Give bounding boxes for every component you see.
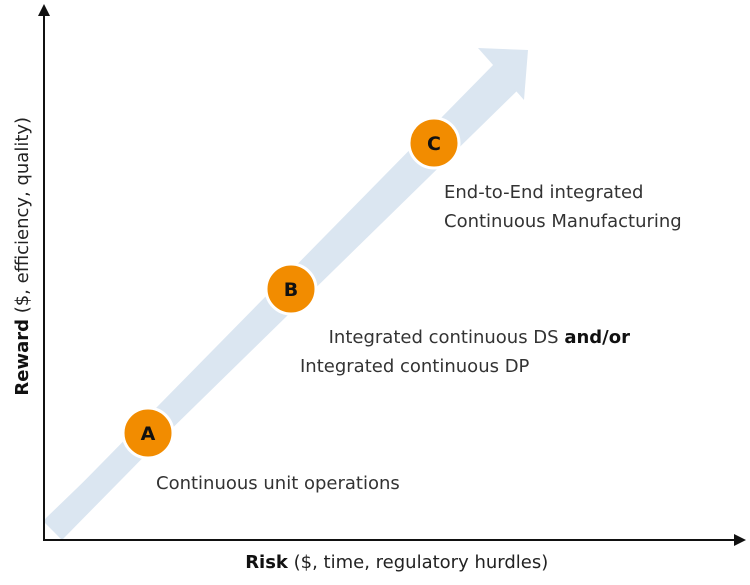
stage-b-line1-bold: and/or xyxy=(564,327,630,348)
x-axis-title-bold: Risk xyxy=(245,552,289,573)
milestone-a: A xyxy=(121,406,175,460)
y-axis-title-bold: Reward xyxy=(12,319,33,396)
milestone-b-letter: B xyxy=(284,279,298,301)
stage-b-description-line2: Integrated continuous DP xyxy=(300,356,530,377)
milestone-a-letter: A xyxy=(141,423,156,445)
y-axis-arrowhead xyxy=(38,4,50,16)
y-axis-title: Reward ($, efficiency, quality) xyxy=(12,100,33,424)
y-axis-title-detail: ($, efficiency, quality) xyxy=(12,117,33,319)
stage-a-description: Continuous unit operations xyxy=(156,473,400,494)
x-axis-title: Risk ($, time, regulatory hurdles) xyxy=(217,552,566,573)
stage-c-description-line1: End-to-End integrated xyxy=(444,182,644,203)
milestone-b: B xyxy=(264,262,318,316)
milestone-b-circle xyxy=(264,262,318,316)
stage-b-description-line1: Integrated continuous DS and/or xyxy=(300,327,647,348)
milestone-a-circle xyxy=(121,406,175,460)
milestone-c-letter: C xyxy=(427,133,441,155)
x-axis-title-detail: ($, time, regulatory hurdles) xyxy=(288,552,548,573)
x-axis-arrowhead xyxy=(734,534,746,546)
progression-arrow-head xyxy=(478,48,528,100)
stage-c-description-line2: Continuous Manufacturing xyxy=(444,211,682,232)
milestone-c-circle xyxy=(407,116,461,170)
milestone-c: C xyxy=(407,116,461,170)
stage-b-line1-plain: Integrated continuous DS xyxy=(329,327,565,348)
